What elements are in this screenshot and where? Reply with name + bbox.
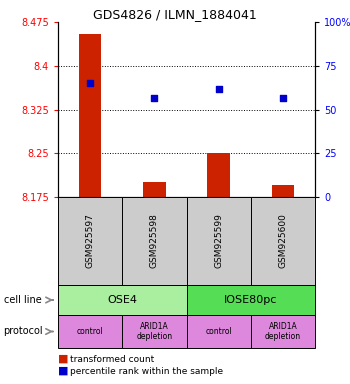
Bar [187,315,251,348]
Bar [58,315,122,348]
Bar [187,197,251,285]
Text: ■: ■ [58,354,69,364]
Text: control: control [205,327,232,336]
Text: GSM925600: GSM925600 [278,214,287,268]
Bar [122,315,187,348]
Text: ARID1A
depletion: ARID1A depletion [265,322,301,341]
Point [88,80,93,86]
Bar [272,185,294,197]
Text: IOSE80pc: IOSE80pc [224,295,278,305]
Text: transformed count: transformed count [70,354,154,364]
Point [216,86,222,92]
Text: percentile rank within the sample: percentile rank within the sample [70,366,223,376]
Text: cell line: cell line [4,295,41,305]
Text: protocol: protocol [4,326,43,336]
Text: ARID1A
depletion: ARID1A depletion [136,322,173,341]
Text: GSM925598: GSM925598 [150,214,159,268]
Text: GSM925597: GSM925597 [86,214,94,268]
Text: OSE4: OSE4 [107,295,137,305]
Bar [143,182,166,197]
Text: ■: ■ [58,366,69,376]
Bar [122,197,187,285]
Text: GSM925599: GSM925599 [214,214,223,268]
Bar [251,197,315,285]
Bar [251,315,315,348]
Bar [58,197,122,285]
Bar [208,153,230,197]
Bar [58,285,187,315]
Text: GDS4826 / ILMN_1884041: GDS4826 / ILMN_1884041 [93,8,257,21]
Text: control: control [77,327,104,336]
Bar [79,34,101,197]
Point [152,95,157,101]
Bar [187,285,315,315]
Point [280,95,286,101]
